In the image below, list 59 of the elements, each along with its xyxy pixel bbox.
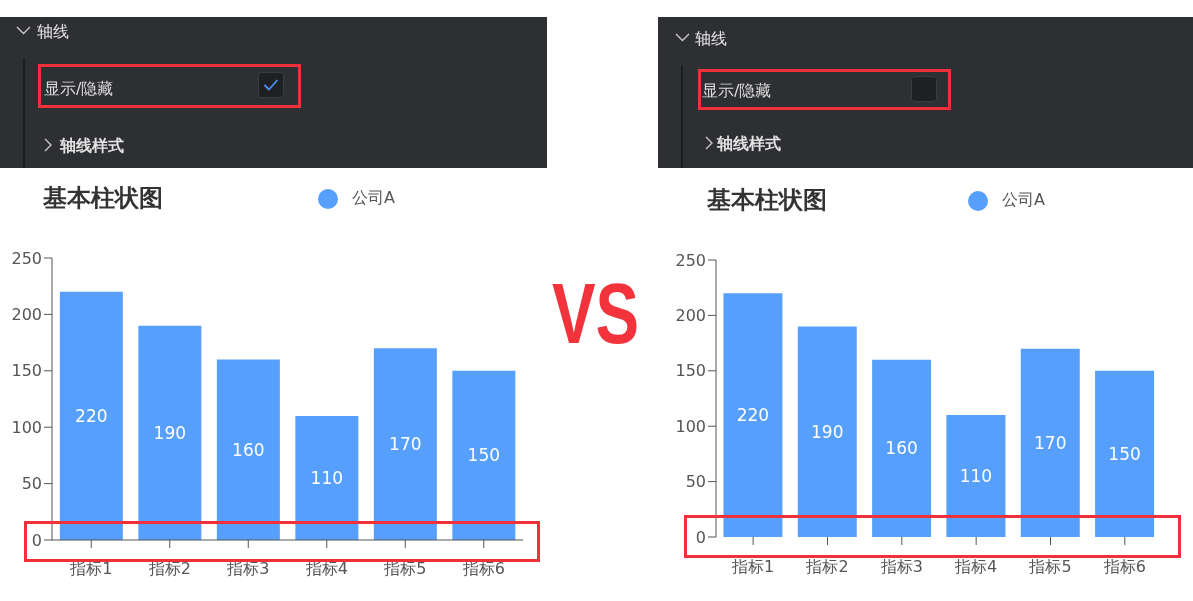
y-tick-label: 150 — [11, 361, 42, 381]
legend-label: 公司A — [1002, 190, 1045, 209]
text: 轴线 — [695, 27, 727, 49]
bar — [216, 359, 280, 540]
y-tick-label: 100 — [11, 417, 42, 437]
bar — [138, 325, 202, 540]
y-tick-label: 200 — [11, 305, 42, 325]
x-tick-label: 指标4 — [304, 559, 348, 579]
x-tick-label: 指标5 — [1028, 557, 1072, 577]
y-tick-label: 250 — [675, 250, 706, 270]
x-tick-label: 指标5 — [383, 559, 427, 579]
x-tick-label: 指标1 — [69, 559, 113, 579]
bar — [373, 348, 437, 540]
y-tick-label: 50 — [685, 472, 706, 492]
x-tick-label: 指标1 — [731, 557, 775, 577]
x-tick-label: 指标4 — [954, 557, 998, 577]
x-tick-label: 指标6 — [461, 559, 505, 579]
y-tick-label: 250 — [11, 248, 42, 268]
text: VS — [552, 265, 640, 361]
data-label: 150 — [1108, 443, 1141, 464]
text: 轴线 — [37, 20, 69, 42]
x-tick-label: 指标3 — [879, 557, 923, 577]
bar — [1095, 370, 1155, 537]
text: 轴线样式 — [717, 132, 781, 154]
bar — [946, 415, 1006, 537]
data-label: 110 — [310, 467, 344, 488]
y-tick-label: 150 — [675, 361, 706, 381]
data-label: 220 — [736, 405, 770, 426]
bar — [295, 415, 359, 540]
y-tick-label: 0 — [695, 527, 706, 547]
y-tick-label: 0 — [31, 530, 42, 550]
x-tick-label: 指标2 — [147, 559, 191, 579]
bar — [59, 291, 123, 540]
chart-title: 基本柱状图 — [43, 182, 163, 214]
data-label: 170 — [389, 434, 422, 455]
data-label: 110 — [959, 466, 993, 487]
x-tick-label: 指标2 — [805, 557, 849, 577]
bar — [872, 359, 932, 537]
data-label: 160 — [232, 439, 265, 460]
chart-title: 基本柱状图 — [707, 184, 827, 216]
bar — [797, 326, 857, 537]
y-tick-label: 50 — [21, 474, 42, 494]
legend-label: 公司A — [352, 188, 395, 207]
data-label: 170 — [1034, 432, 1067, 453]
data-label: 190 — [153, 422, 187, 443]
bar — [1020, 348, 1080, 537]
data-label: 220 — [75, 405, 108, 426]
y-tick-label: 100 — [675, 416, 706, 436]
y-tick-label: 200 — [675, 306, 706, 326]
bar — [723, 293, 783, 537]
text: 显示/隐藏 — [44, 77, 114, 99]
text: 显示/隐藏 — [702, 79, 772, 101]
data-label: 160 — [885, 438, 918, 459]
data-label: 190 — [811, 421, 844, 442]
x-tick-label: 指标6 — [1102, 557, 1146, 577]
x-tick-label: 指标3 — [226, 559, 270, 579]
bar — [452, 370, 516, 540]
data-label: 150 — [467, 445, 501, 466]
text: 轴线样式 — [60, 134, 124, 156]
